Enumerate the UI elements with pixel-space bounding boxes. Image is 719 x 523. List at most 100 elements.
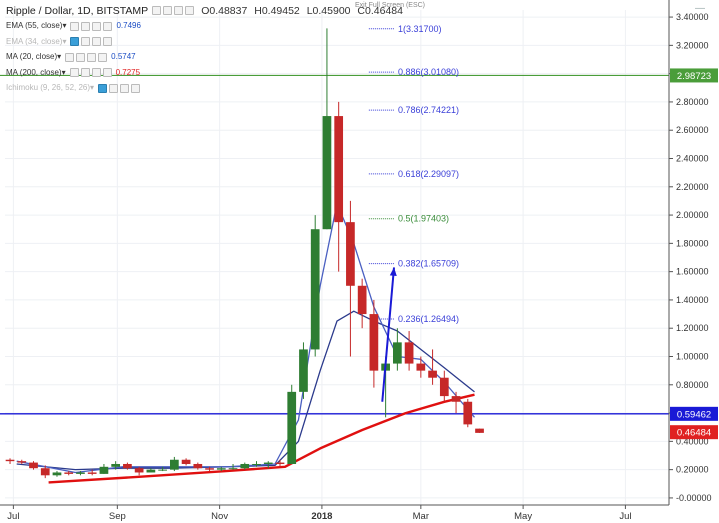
price-tick-label: 1.60000 bbox=[676, 267, 709, 277]
indicator-label: EMA (55, close) bbox=[6, 21, 63, 31]
indicator-label: EMA (34, close) bbox=[6, 36, 63, 46]
arrow-head-icon bbox=[389, 267, 397, 276]
candle-body bbox=[287, 391, 297, 464]
candle-body bbox=[451, 396, 461, 402]
fib-level-label: 1(3.31700) bbox=[398, 24, 442, 34]
indicator-row[interactable]: Ichimoku (9, 26, 52, 26) ▾ bbox=[6, 81, 407, 97]
candle-body bbox=[111, 463, 121, 467]
grid bbox=[5, 10, 669, 505]
chevron-down-icon[interactable]: ▾ bbox=[57, 52, 62, 62]
time-axis[interactable]: Jul Sep Nov 2018 Mar May Jul bbox=[0, 504, 669, 522]
candle-body bbox=[134, 468, 144, 473]
price-tick-label: 3.40000 bbox=[676, 12, 709, 22]
price-tick-label: 2.80000 bbox=[676, 97, 709, 107]
price-tag-bg bbox=[670, 425, 718, 440]
exit-fullscreen-button[interactable]: Exit Full Screen (ESC) bbox=[354, 2, 426, 9]
candle-body bbox=[146, 469, 156, 473]
candle-body bbox=[346, 222, 355, 286]
high-value: H0.49452 bbox=[254, 4, 300, 17]
price-tick-label: 2.40000 bbox=[676, 154, 709, 164]
trend-arrow[interactable] bbox=[381, 267, 397, 402]
candle-body bbox=[17, 461, 27, 463]
price-tag-label: 0.59462 bbox=[677, 409, 711, 420]
symbol-title[interactable]: Ripple / Dollar, 1D, BITSTAMP bbox=[6, 4, 149, 17]
candle-body bbox=[404, 342, 414, 364]
price-axis[interactable]: 3.400003.200003.000002.800002.600002.400… bbox=[668, 0, 712, 505]
price-tick-label: 3.20000 bbox=[676, 40, 709, 50]
candle-body bbox=[393, 342, 402, 364]
candle-body bbox=[181, 459, 191, 464]
chevron-down-icon[interactable]: ▾ bbox=[61, 67, 66, 77]
candle-body bbox=[29, 462, 38, 469]
indicator-settings-icons[interactable] bbox=[98, 83, 141, 93]
low-value: L0.45900 bbox=[306, 4, 351, 17]
price-tick-label: 1.20000 bbox=[676, 323, 709, 333]
indicator-label: MA (20, close) bbox=[6, 52, 58, 62]
fib-level-label: 0.5(1.97403) bbox=[398, 214, 449, 224]
trend-arrow-line bbox=[381, 267, 396, 402]
candle-body bbox=[64, 472, 74, 474]
price-tag-label: 2.98723 bbox=[677, 71, 711, 82]
indicator-label: Ichimoku (9, 26, 52, 26) bbox=[6, 83, 91, 93]
ohlc-values: O0.48837 H0.49452 L0.45900 C0.46484 bbox=[201, 4, 407, 17]
candle-body bbox=[99, 466, 109, 474]
chevron-down-icon[interactable]: ▾ bbox=[62, 36, 67, 46]
candles bbox=[5, 28, 484, 479]
time-tick-label: Jul bbox=[619, 511, 631, 522]
indicator-label: MA (200, close) bbox=[6, 67, 62, 77]
price-tick-label: -0.00000 bbox=[676, 493, 712, 503]
fibonacci-retracement[interactable]: 1(3.31700) 0.886(3.01080) 0.786(2.74221) 0.… bbox=[368, 24, 459, 324]
candle-body bbox=[357, 285, 367, 315]
open-value: O0.48837 bbox=[201, 4, 248, 17]
candle-body bbox=[310, 229, 320, 350]
time-tick-label: Mar bbox=[413, 511, 429, 522]
indicator-row[interactable]: MA (20, close) ▾ 0.5747 bbox=[6, 50, 407, 66]
candle-body bbox=[322, 116, 332, 230]
indicator-row[interactable]: MA (200, close) ▾ 0.7275 bbox=[6, 65, 407, 81]
fib-level-label: 0.236(1.26494) bbox=[398, 314, 459, 324]
indicator-value: 0.7275 bbox=[115, 67, 141, 77]
time-tick-label: May bbox=[514, 511, 532, 522]
indicator-settings-icons[interactable] bbox=[69, 68, 112, 78]
candle-body bbox=[123, 463, 132, 469]
time-tick-label: Sep bbox=[109, 511, 126, 522]
symbol-row: Ripple / Dollar, 1D, BITSTAMP O0.48837 H… bbox=[6, 3, 407, 19]
candle-body bbox=[275, 462, 285, 464]
candle-body bbox=[428, 370, 437, 378]
candle-body bbox=[158, 469, 167, 471]
minimize-icon[interactable]: — bbox=[695, 3, 705, 14]
indicator-value: 0.5747 bbox=[111, 52, 136, 62]
candle-body bbox=[334, 116, 344, 223]
price-tick-label: 1.80000 bbox=[676, 238, 709, 248]
indicator-settings-icons[interactable] bbox=[65, 52, 108, 62]
price-tick-label: 0.20000 bbox=[676, 465, 709, 475]
price-tag-label: 0.46484 bbox=[677, 428, 711, 439]
indicator-row[interactable]: EMA (55, close) ▾ 0.7496 bbox=[6, 19, 407, 35]
candle-body bbox=[369, 314, 379, 371]
legend: Ripple / Dollar, 1D, BITSTAMP O0.48837 H… bbox=[6, 3, 407, 96]
ema55-line bbox=[16, 310, 475, 471]
price-tick-label: 2.20000 bbox=[676, 182, 709, 192]
candle-body bbox=[475, 428, 484, 433]
indicator-row[interactable]: EMA (34, close) ▾ bbox=[6, 34, 407, 50]
price-tag-bg bbox=[670, 406, 718, 421]
time-tick-label: 2018 bbox=[311, 511, 332, 522]
indicator-settings-icons[interactable] bbox=[70, 21, 113, 31]
candle-body bbox=[76, 472, 85, 474]
candle-body bbox=[228, 468, 238, 470]
candle-body bbox=[416, 363, 426, 371]
symbol-settings-icons[interactable] bbox=[152, 6, 195, 16]
indicator-value: 0.7496 bbox=[116, 21, 141, 31]
fib-level-label: 0.886(3.01080) bbox=[398, 67, 459, 77]
fib-level-label: 0.618(2.29097) bbox=[398, 169, 459, 179]
price-tick-label: 0.80000 bbox=[676, 380, 709, 390]
candle-body bbox=[40, 468, 50, 476]
chevron-down-icon[interactable]: ▾ bbox=[90, 83, 95, 93]
indicator-settings-icons[interactable] bbox=[70, 37, 113, 47]
chevron-down-icon[interactable]: ▾ bbox=[62, 21, 67, 31]
fib-level-label: 0.786(2.74221) bbox=[398, 105, 459, 115]
price-tags: 2.98723 0.59462 0.46484 bbox=[670, 68, 718, 440]
price-tick-label: 1.40000 bbox=[676, 295, 709, 305]
candle-body bbox=[205, 468, 214, 470]
